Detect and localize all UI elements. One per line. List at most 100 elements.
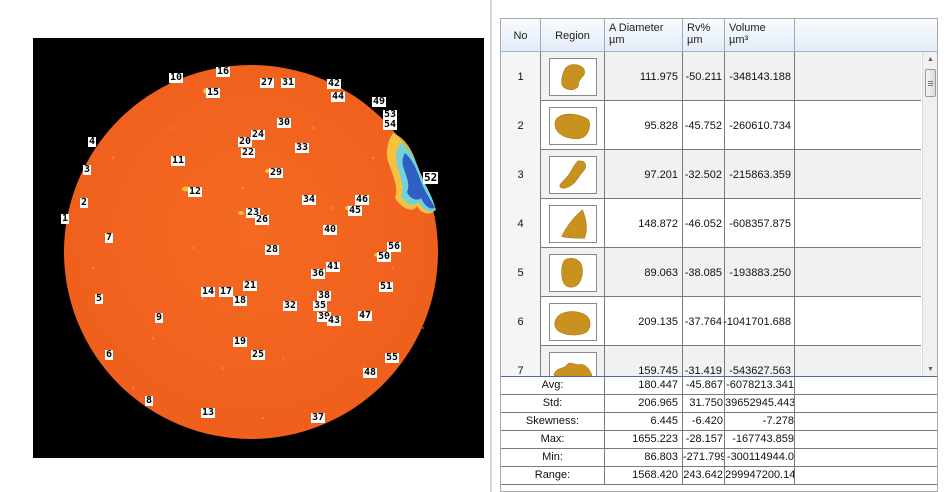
scroll-up-arrow-icon[interactable]: ▲ (927, 56, 934, 63)
cell-no: 1 (501, 52, 541, 101)
stat-label: Skewness: (501, 413, 605, 431)
table-row[interactable]: 3 97.201 -32.502 -215863.359 (501, 150, 921, 199)
region-label-48[interactable]: 48 (363, 367, 378, 378)
table-row[interactable]: 4 148.872 -46.052 -608357.875 (501, 199, 921, 248)
region-label-35[interactable]: 35 (313, 300, 328, 311)
region-label-21[interactable]: 21 (243, 280, 258, 291)
blob-7 (553, 362, 592, 377)
vertical-scrollbar[interactable]: ▲ ▼ (922, 52, 937, 377)
region-label-34[interactable]: 34 (302, 194, 317, 205)
scroll-down-arrow-icon[interactable]: ▼ (927, 366, 934, 373)
table-row[interactable]: 1 111.975 -50.211 -348143.188 (501, 52, 921, 101)
region-label-24[interactable]: 24 (251, 129, 266, 140)
region-label-42[interactable]: 42 (327, 78, 342, 89)
header-diameter-unit: µm (609, 34, 625, 46)
region-label-6[interactable]: 6 (105, 349, 114, 360)
region-label-18[interactable]: 18 (233, 295, 248, 306)
table-row[interactable]: 5 89.063 -38.085 -193883.250 (501, 248, 921, 297)
cell-region (541, 297, 605, 346)
region-label-39[interactable]: 39 (317, 311, 332, 322)
region-label-45[interactable]: 45 (348, 205, 363, 216)
region-label-4[interactable]: 4 (88, 136, 97, 147)
header-diameter[interactable]: A Diameter µm (605, 19, 683, 52)
region-label-29[interactable]: 29 (269, 167, 284, 178)
table-row[interactable]: 6 209.135 -37.764 -1041701.688 (501, 297, 921, 346)
region-label-33[interactable]: 33 (295, 142, 310, 153)
region-label-20[interactable]: 20 (238, 136, 253, 147)
region-label-56[interactable]: 56 (387, 241, 402, 252)
region-label-32[interactable]: 32 (283, 300, 298, 311)
region-label-17[interactable]: 17 (219, 286, 234, 297)
region-label-19[interactable]: 19 (233, 336, 248, 347)
table-row[interactable]: 2 95.828 -45.752 -260610.734 (501, 101, 921, 150)
region-label-31[interactable]: 31 (281, 77, 296, 88)
region-label-10[interactable]: 10 (169, 72, 184, 83)
region-label-44[interactable]: 44 (331, 91, 346, 102)
region-label-1[interactable]: 1 (61, 213, 70, 224)
header-region[interactable]: Region (541, 19, 605, 52)
region-label-47[interactable]: 47 (358, 310, 373, 321)
cell-no: 5 (501, 248, 541, 297)
region-label-50[interactable]: 50 (377, 251, 392, 262)
region-label-36[interactable]: 36 (311, 268, 326, 279)
region-label-12[interactable]: 12 (188, 186, 203, 197)
cell-volume: -348143.188 (725, 52, 795, 101)
region-label-52[interactable]: 52 (423, 171, 439, 184)
scrollbar-thumb[interactable] (925, 69, 936, 97)
stat-volume: 299947200.14 (725, 467, 795, 485)
region-label-25[interactable]: 25 (251, 349, 266, 360)
table-row[interactable]: 7 159.745 -31.419 -543627.563 (501, 346, 921, 377)
header-rv[interactable]: Rv% µm (683, 19, 725, 52)
region-label-46[interactable]: 46 (355, 194, 370, 205)
region-label-7[interactable]: 7 (105, 232, 114, 243)
region-label-27[interactable]: 27 (260, 77, 275, 88)
cell-diameter: 148.872 (605, 199, 683, 248)
cell-region (541, 52, 605, 101)
region-label-14[interactable]: 14 (201, 286, 216, 297)
region-label-2[interactable]: 2 (80, 197, 89, 208)
region-label-54[interactable]: 54 (383, 119, 398, 130)
region-label-5[interactable]: 5 (95, 293, 104, 304)
cell-volume: -260610.734 (725, 101, 795, 150)
region-label-9[interactable]: 9 (155, 312, 164, 323)
region-label-22[interactable]: 22 (241, 147, 256, 158)
grid-body[interactable]: 1 111.975 -50.211 -348143.188 2 95.828 -45.752… (501, 52, 921, 377)
surface-speckles (91, 126, 425, 420)
region-label-13[interactable]: 13 (201, 407, 216, 418)
cell-region (541, 199, 605, 248)
cell-rv: -46.052 (683, 199, 725, 248)
cell-diameter: 97.201 (605, 150, 683, 199)
region-label-3[interactable]: 3 (83, 164, 92, 175)
stats-row: Max: 1655.223 -28.157 -167743.859 (501, 431, 937, 449)
region-label-38[interactable]: 38 (317, 290, 332, 301)
stat-rv: -6.420 (683, 413, 725, 431)
region-label-49[interactable]: 49 (372, 96, 387, 107)
region-label-30[interactable]: 30 (277, 117, 292, 128)
cell-volume: -1041701.688 (723, 297, 795, 346)
results-grid[interactable]: No Region A Diameter µm Rv% µm Volume µm… (500, 18, 938, 492)
region-label-23[interactable]: 23 (246, 207, 261, 218)
wafer-map[interactable] (33, 38, 484, 458)
region-label-40[interactable]: 40 (323, 224, 338, 235)
region-label-53[interactable]: 53 (383, 109, 398, 120)
header-volume[interactable]: Volume µm³ (725, 19, 795, 52)
region-label-37[interactable]: 37 (311, 412, 326, 423)
region-label-16[interactable]: 16 (216, 66, 231, 77)
header-rv-unit: µm (687, 34, 703, 46)
stat-volume: -7.278 (725, 413, 795, 431)
region-label-8[interactable]: 8 (145, 395, 154, 406)
header-no[interactable]: No (501, 19, 541, 52)
region-label-11[interactable]: 11 (171, 155, 186, 166)
region-label-28[interactable]: 28 (265, 244, 280, 255)
region-label-15[interactable]: 15 (206, 87, 221, 98)
region-label-55[interactable]: 55 (385, 352, 400, 363)
region-label-43[interactable]: 43 (327, 315, 342, 326)
surface-map-view[interactable]: 1 2 3 4 5 6 7 8 9 10 11 12 13 14 15 16 17 18 19 20 21 22 23 24 2… (33, 38, 484, 458)
region-label-51[interactable]: 51 (379, 281, 394, 292)
region-label-41[interactable]: 41 (326, 261, 341, 272)
region-label-26[interactable]: 26 (255, 214, 270, 225)
stat-volume: -6078213.341 (725, 377, 795, 395)
cell-rv: -50.211 (683, 52, 725, 101)
stats-row: Avg: 180.447 -45.867 -6078213.341 (501, 377, 937, 395)
pane-splitter[interactable] (490, 0, 492, 492)
